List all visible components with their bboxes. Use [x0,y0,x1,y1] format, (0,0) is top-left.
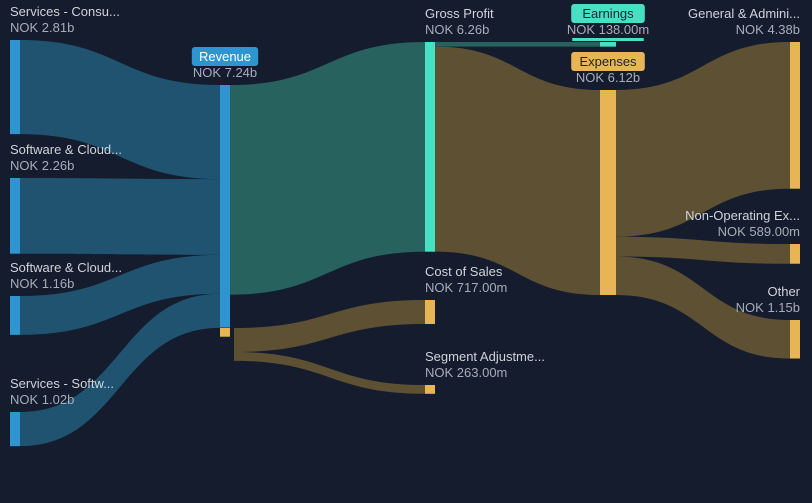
sankey-node-nonop_ex [790,244,800,264]
node-value: NOK 589.00m [718,224,800,239]
node-title: General & Admini... [688,6,800,21]
sankey-node-expenses [600,90,616,295]
node-title: Software & Cloud... [10,142,122,157]
node-title: Services - Consu... [10,4,120,19]
node-value: NOK 263.00m [425,365,507,380]
node-value: NOK 6.26b [425,22,489,37]
svg-text:Revenue: Revenue [199,49,251,64]
node-title: Cost of Sales [425,264,503,279]
node-value: NOK 717.00m [425,280,507,295]
sankey-node-src_swcloud2 [10,296,20,335]
node-value: NOK 2.26b [10,158,74,173]
node-value: NOK 1.02b [10,392,74,407]
svg-text:Expenses: Expenses [579,54,637,69]
node-badge-revenue: Revenue [192,47,258,66]
node-value: NOK 2.81b [10,20,74,35]
sankey-node-gross_profit [425,42,435,252]
node-value: NOK 4.38b [736,22,800,37]
node-value: NOK 1.15b [736,300,800,315]
sankey-node-src_consulting [10,40,20,134]
sankey-link [435,42,600,47]
node-value: NOK 7.24b [193,65,257,80]
node-title: Services - Softw... [10,376,114,391]
sankey-node-general_admin [790,42,800,189]
node-value: NOK 138.00m [567,22,649,37]
sankey-node-earnings [600,42,616,47]
node-title: Gross Profit [425,6,494,21]
sankey-node-revenue [220,85,230,328]
sankey-link [20,178,220,255]
node-title: Non-Operating Ex... [685,208,800,223]
sankey-node-rev_out [220,328,230,337]
sankey-diagram: Services - Consu...NOK 2.81b Software & C… [0,0,812,503]
sankey-node-src_softw [10,412,20,446]
node-title: Other [767,284,800,299]
sankey-node-segment_adj [425,385,435,394]
sankey-node-other [790,320,800,359]
node-title: Segment Adjustme... [425,349,545,364]
sankey-node-cost_of_sales [425,300,435,324]
node-value: NOK 6.12b [576,70,640,85]
node-value: NOK 1.16b [10,276,74,291]
sankey-node-src_swcloud1 [10,178,20,254]
node-title: Software & Cloud... [10,260,122,275]
node-badge-expenses: Expenses [571,52,645,71]
svg-text:Earnings: Earnings [582,6,634,21]
node-badge-earnings: Earnings [571,4,645,23]
